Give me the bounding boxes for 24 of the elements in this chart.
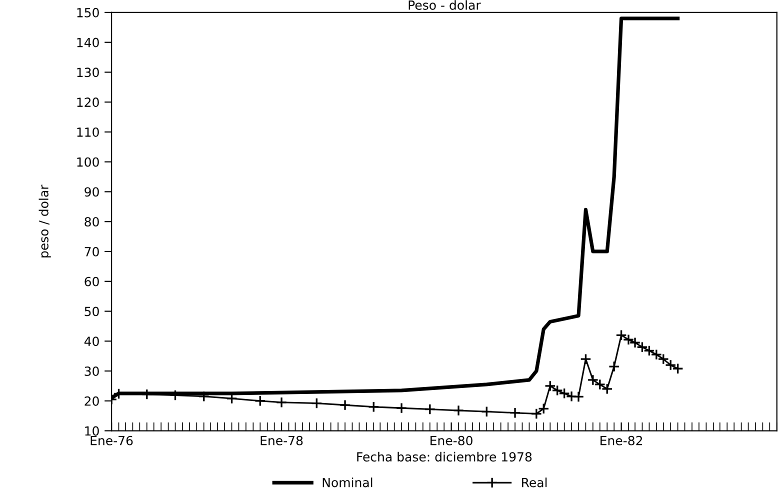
chart-title: Peso - dolar bbox=[408, 0, 481, 10]
y-tick-label: 70 bbox=[84, 246, 99, 256]
y-tick-label: 40 bbox=[84, 336, 99, 346]
y-tick-label: 30 bbox=[84, 366, 99, 376]
y-tick-label: 150 bbox=[77, 8, 99, 18]
y-tick-label: 90 bbox=[84, 187, 99, 197]
legend-label: Real bbox=[522, 478, 547, 488]
y-tick-label: 110 bbox=[77, 127, 99, 137]
y-tick-label: 20 bbox=[84, 396, 99, 406]
x-tick-label: Ene-78 bbox=[260, 436, 303, 446]
y-tick-label: 100 bbox=[77, 157, 99, 167]
y-tick-label: 130 bbox=[77, 68, 99, 78]
y-axis-title: peso / dolar bbox=[38, 184, 51, 258]
y-tick-label: 10 bbox=[85, 426, 99, 436]
y-tick-label: 120 bbox=[77, 98, 99, 108]
x-tick-label: Ene-80 bbox=[430, 436, 472, 446]
x-tick-label: Ene-76 bbox=[90, 436, 133, 446]
y-tick-label: 80 bbox=[84, 217, 99, 227]
y-tick-label: 140 bbox=[77, 38, 99, 48]
y-tick-label: 50 bbox=[84, 306, 99, 316]
x-tick-label: Ene-82 bbox=[600, 436, 642, 446]
x-axis-title: Fecha base: diciembre 1978 bbox=[357, 452, 532, 462]
legend-label: Nominal bbox=[322, 478, 372, 488]
y-tick-label: 60 bbox=[84, 276, 99, 286]
